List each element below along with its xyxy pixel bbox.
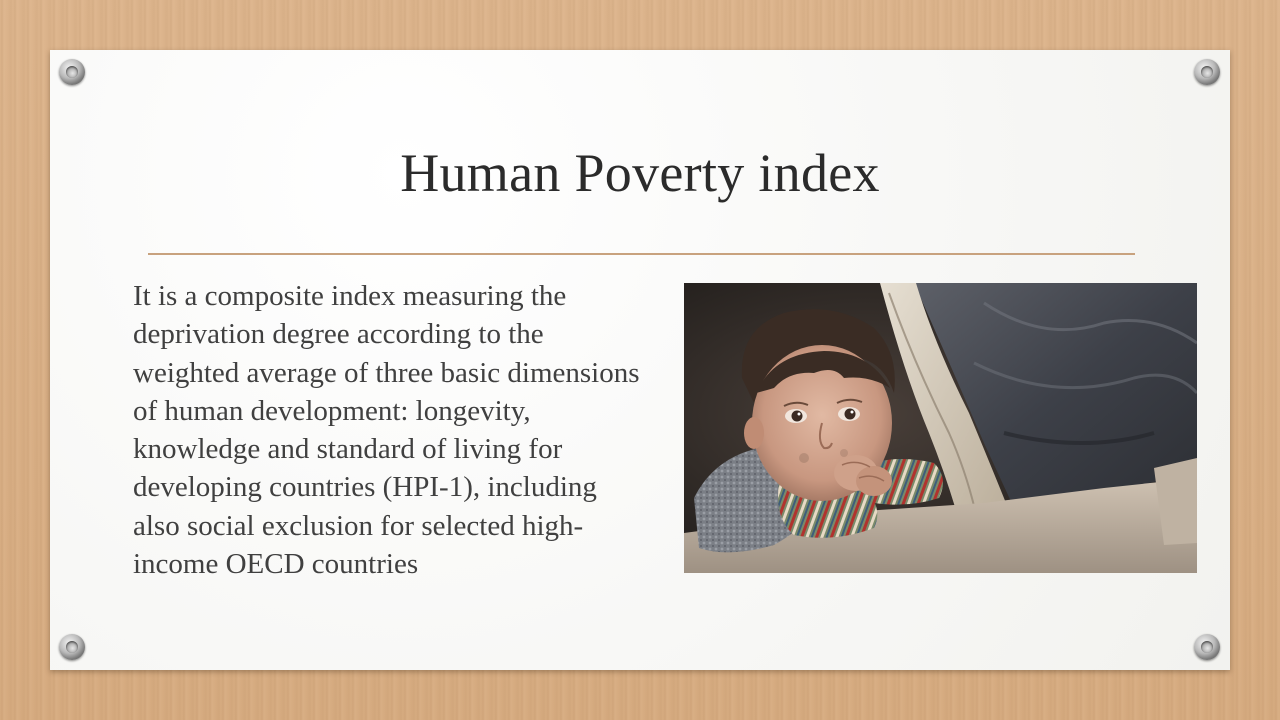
slide-title: Human Poverty index [400,143,880,203]
grommet-icon [1194,634,1220,660]
grommet-icon [59,634,85,660]
child-photo-illustration [684,283,1197,573]
title-divider [148,253,1135,255]
child-photo [684,283,1197,573]
grommet-icon [1194,59,1220,85]
grommet-icon [59,59,85,85]
slide-body-text: It is a composite index measuring the de… [133,280,640,581]
